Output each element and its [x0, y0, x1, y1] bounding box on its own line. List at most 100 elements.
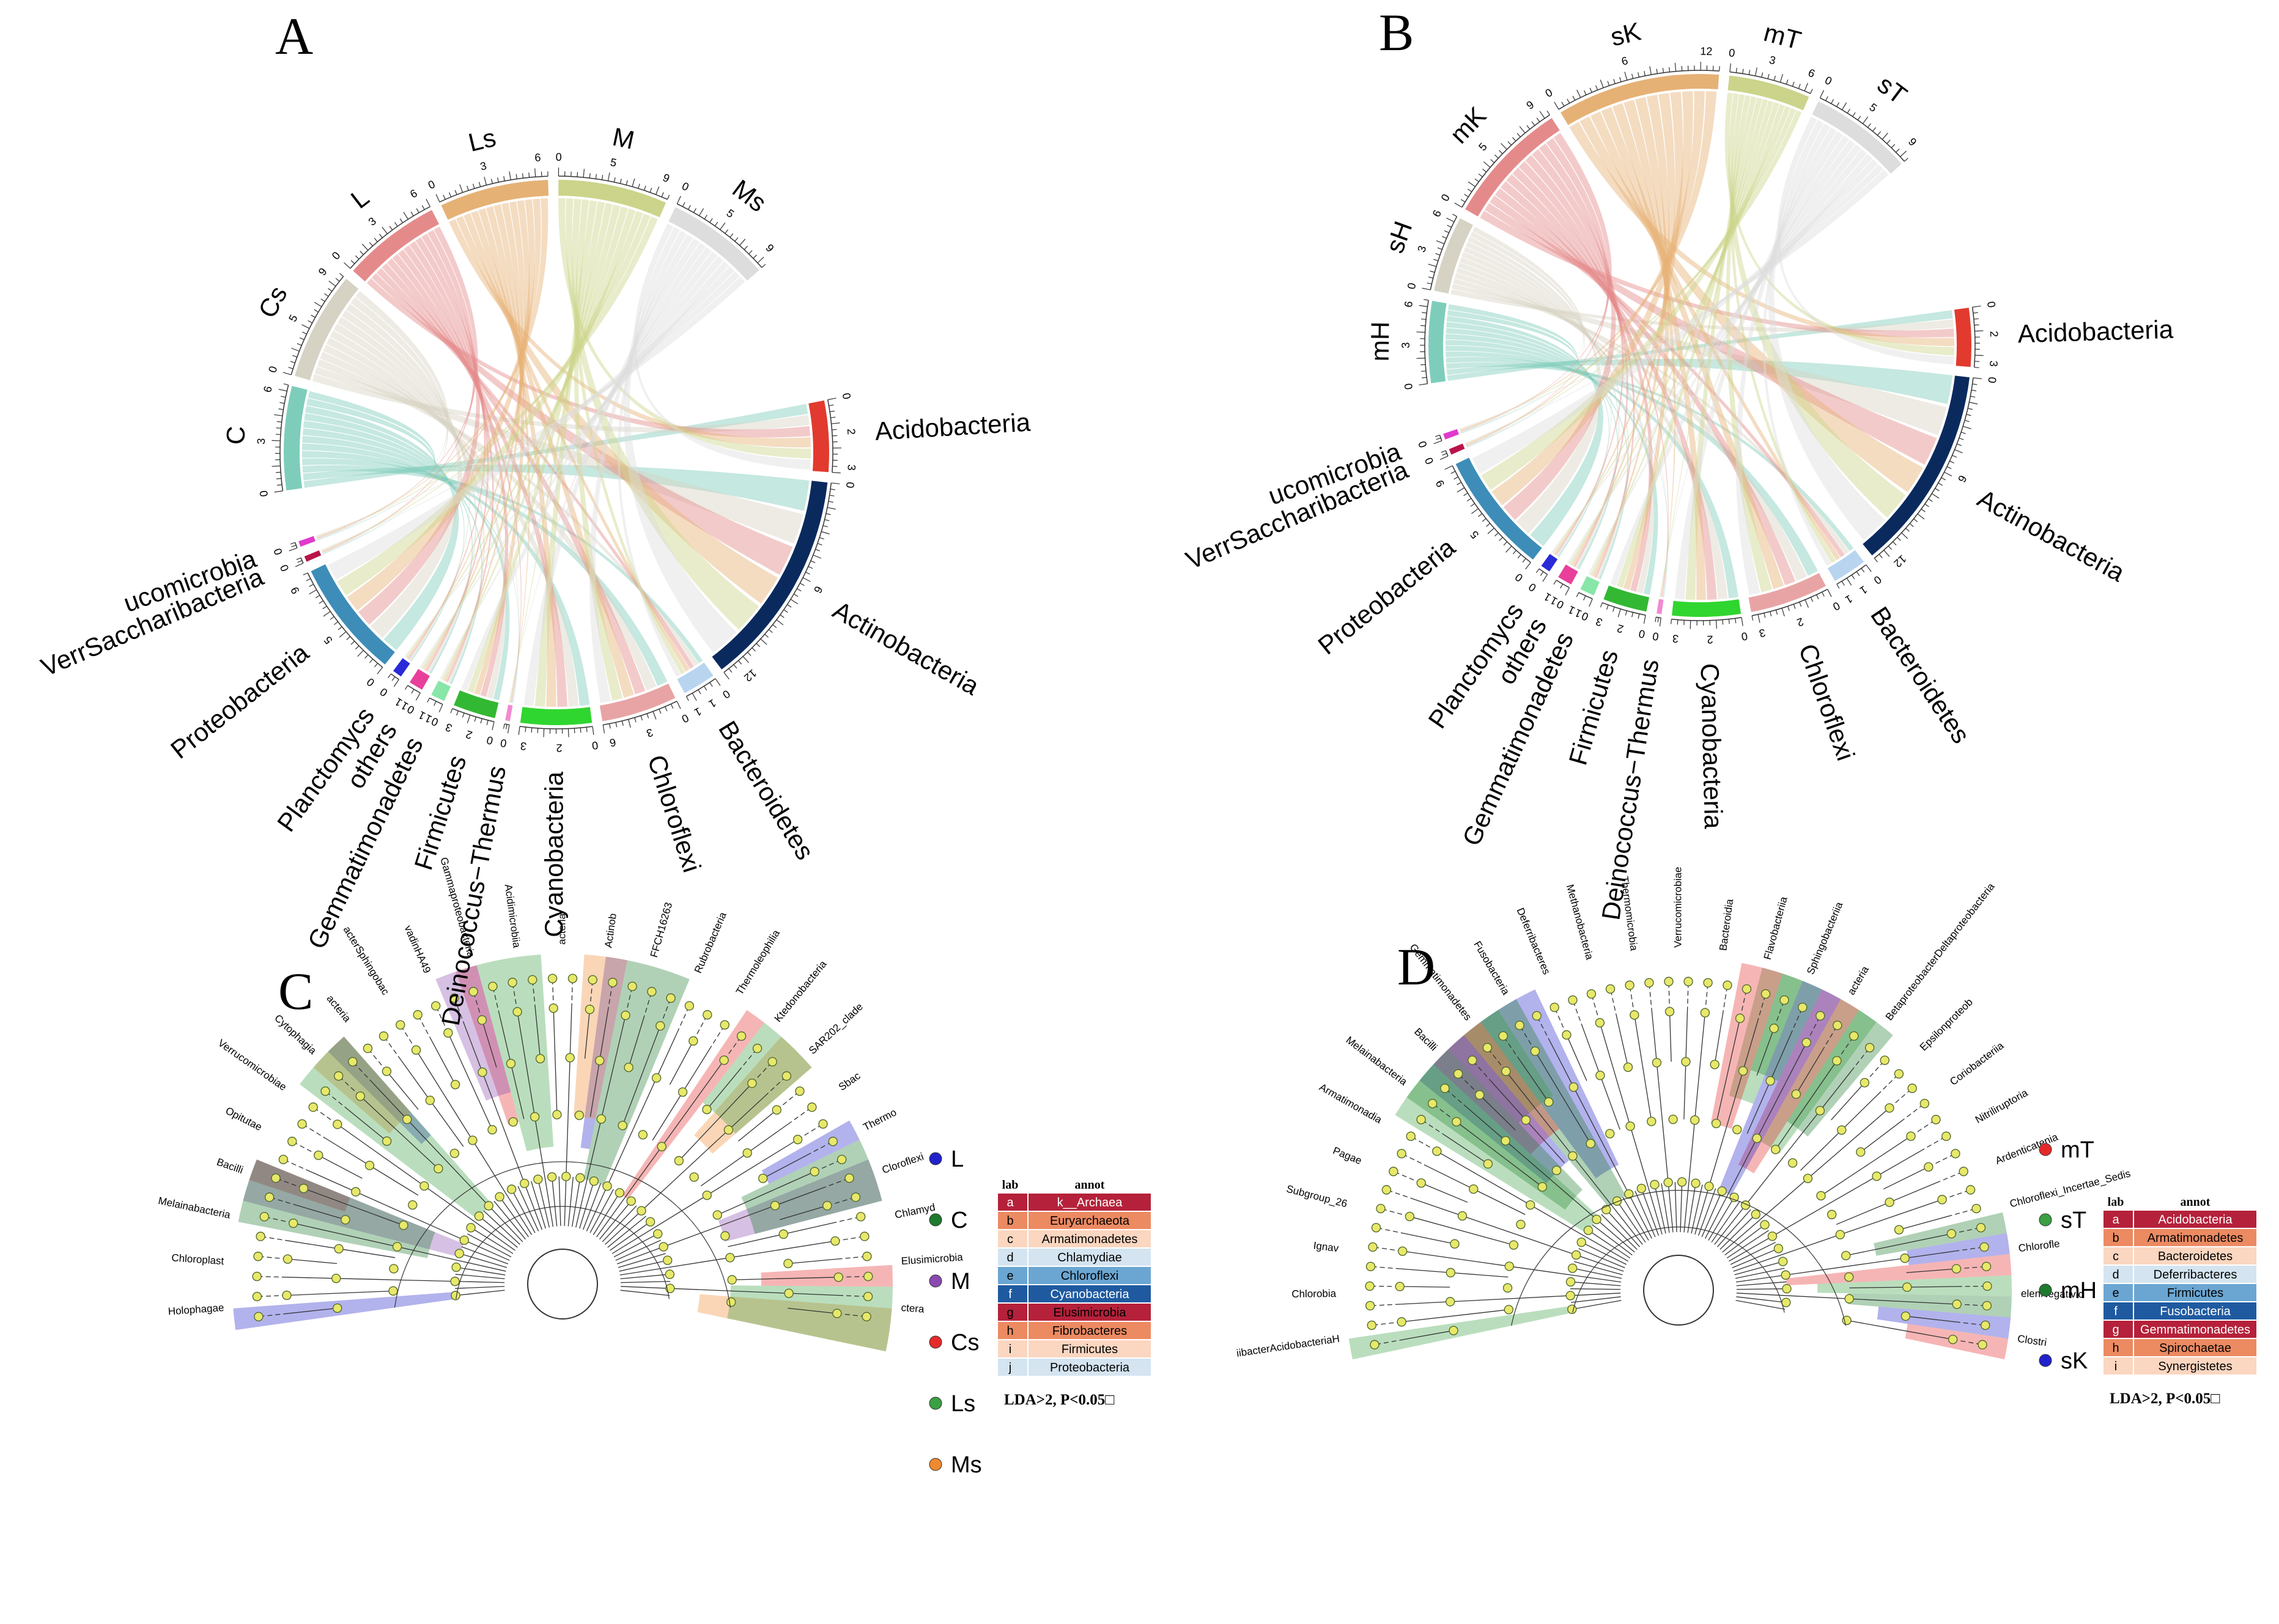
tree-node [474, 1211, 484, 1221]
axis-tick [725, 229, 729, 234]
table-row-annot: Elusimicrobia [1054, 1306, 1127, 1320]
tree-node [411, 1045, 421, 1055]
axis-tick [314, 301, 322, 308]
tree-node [720, 1020, 730, 1030]
axis-tick [323, 611, 331, 617]
tree-branch [257, 1256, 288, 1260]
axis-tick [1972, 305, 1981, 308]
axis-tick [302, 331, 307, 334]
axis-tick [1928, 498, 1933, 502]
axis-tick [628, 719, 631, 728]
axis-tick-label: 12 [1700, 45, 1712, 57]
axis-tick-label: 5 [286, 312, 300, 323]
clade-label: acteria [324, 993, 353, 1025]
tree-branch [620, 1290, 670, 1296]
axis-tick [377, 667, 383, 674]
tree-node [1779, 995, 1789, 1005]
axis-tick [467, 715, 471, 723]
axis-tick [730, 233, 734, 238]
axis-tick [787, 604, 792, 608]
clade-highlight-d-sk [1877, 1306, 2011, 1339]
axis-tick [1901, 532, 1908, 539]
tree-branch [1432, 1103, 1457, 1123]
tree-branch [1487, 1047, 1507, 1072]
tree-branch [584, 1009, 591, 1059]
tree-branch [747, 1124, 788, 1154]
tree-branch [312, 1107, 338, 1125]
tree-node [508, 1117, 518, 1127]
tree-branch [1520, 1060, 1549, 1102]
table-row-lab: e [1007, 1269, 1013, 1283]
tree-node [399, 1220, 408, 1230]
table-cell [2104, 1284, 2133, 1301]
tree-branch [1467, 1107, 1506, 1142]
tree-branch [360, 1096, 397, 1131]
table-cell [998, 1359, 1027, 1376]
tree-branch [1570, 1281, 1621, 1286]
axis-tick [1420, 371, 1426, 372]
tree-branch [622, 1072, 643, 1126]
tree-node [389, 1264, 399, 1274]
clade-highlight-c-ls [703, 1022, 812, 1134]
tree-node [1416, 1178, 1426, 1188]
axis-tick [1494, 532, 1499, 537]
tree-node [425, 1095, 435, 1105]
axis-tick [1643, 615, 1646, 624]
axis-tick [828, 501, 833, 503]
tree-node [1860, 1078, 1870, 1088]
clade-highlight-d-st [1817, 1275, 2012, 1297]
axis-tick-label: 6 [408, 187, 419, 201]
tree-node [719, 1055, 729, 1065]
clade-label: acterSphingobac [341, 925, 392, 997]
tree-branch [1719, 1214, 1756, 1250]
tree-branch [1428, 1166, 1474, 1190]
table-cell [2104, 1247, 2133, 1264]
table-cell [2104, 1302, 2133, 1320]
tree-branch [1726, 1230, 1769, 1259]
tree-node [1765, 1076, 1775, 1086]
table-row-lab: e [2112, 1286, 2119, 1300]
tree-node [1504, 1305, 1514, 1315]
axis-tick [295, 563, 304, 567]
tree-branch [1502, 1035, 1521, 1061]
panel-letter-d: D [1397, 937, 1435, 996]
axis-tick-label: 3 [645, 726, 655, 739]
tree-branch [1685, 1011, 1688, 1062]
axis-tick [1962, 426, 1971, 429]
tree-branch [686, 1129, 729, 1169]
table-row-lab: b [2112, 1231, 2119, 1245]
clade-label: Chlorobia [1291, 1288, 1337, 1300]
tree-node [392, 1242, 402, 1252]
sector-b-acidobacteria [1954, 308, 1971, 367]
axis-tick [518, 726, 520, 735]
axis-tick [391, 676, 396, 681]
axis-tick [780, 614, 785, 618]
tree-node [451, 1291, 460, 1301]
ribbon-a-cs-verrsaccharibacteria [322, 297, 449, 554]
tree-branch [575, 1179, 588, 1228]
tree-node [1432, 1146, 1442, 1156]
tree-branch [661, 1100, 696, 1147]
tree-branch [1400, 1286, 1450, 1288]
legend-marker-c-ms [929, 1458, 942, 1471]
axis-tick-label: 3 [1672, 632, 1679, 645]
table-cell [2134, 1266, 2256, 1283]
tree-branch [1952, 1338, 1983, 1345]
axis-tick-label: 3 [1400, 342, 1412, 349]
tree-branch [350, 1205, 404, 1226]
sector-b-gemmatimonadetes [1580, 576, 1600, 596]
clade-highlight-c-c [741, 1139, 882, 1234]
tree-node [736, 1031, 747, 1041]
tree-branch [558, 1176, 561, 1227]
tree-branch [787, 1107, 813, 1125]
tree-branch [1444, 1088, 1468, 1109]
tree-node [1844, 1272, 1854, 1282]
axis-b-chloroflexi [1751, 589, 1828, 616]
axis-tick-label: 6 [1806, 67, 1817, 80]
ribbon-b-sh-cyanobacteria [1456, 267, 1728, 599]
axis-tick [577, 172, 578, 177]
tree-branch [1757, 994, 1767, 1023]
tree-branch [1581, 1242, 1627, 1265]
axis-tick-label: 3 [1415, 244, 1428, 254]
table-cell [1029, 1359, 1151, 1376]
